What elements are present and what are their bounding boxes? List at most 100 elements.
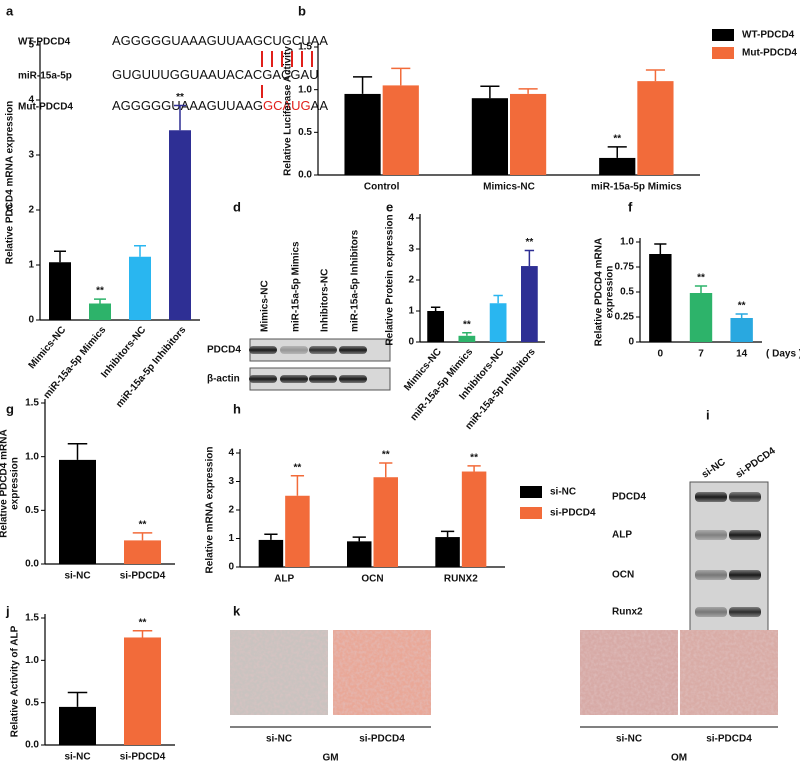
bar bbox=[124, 540, 161, 564]
y-tick-label: 0.5 bbox=[298, 127, 312, 138]
significance: ** bbox=[525, 237, 533, 248]
sequence-part: GUGUUUGGUAAUACACGACGAU bbox=[112, 67, 319, 82]
y-tick-label: 0.5 bbox=[620, 287, 634, 298]
y-axis-label: Relative PDCD4 mRNA bbox=[594, 238, 605, 346]
y-tick-label: 2 bbox=[228, 505, 234, 516]
error-bar bbox=[132, 629, 153, 638]
y-tick-label: 4 bbox=[28, 95, 34, 106]
legend-label: WT-PDCD4 bbox=[742, 30, 795, 41]
bar bbox=[169, 130, 191, 320]
pairing-lines bbox=[261, 51, 313, 98]
group-label: OM bbox=[671, 753, 687, 764]
bar bbox=[637, 81, 674, 175]
x-tick-label: si-NC bbox=[64, 571, 90, 582]
y-tick-label: 0.0 bbox=[25, 740, 39, 751]
panel-letter: d bbox=[233, 199, 241, 214]
legend-label: si-NC bbox=[550, 487, 576, 498]
blot-band bbox=[695, 530, 727, 540]
y-axis-label: Relative Activity of ALP bbox=[10, 625, 21, 737]
panel-letter: i bbox=[706, 407, 710, 422]
y-tick-label: 0 bbox=[628, 337, 634, 348]
panel-letter: e bbox=[386, 199, 393, 214]
y-tick-label: 0.0 bbox=[25, 559, 39, 570]
bar bbox=[49, 262, 71, 320]
y-tick-label: 2 bbox=[408, 275, 414, 286]
sequence-label: miR-15a-5p bbox=[18, 71, 72, 82]
row-label: PDCD4 bbox=[612, 492, 646, 503]
significance: ** bbox=[382, 450, 390, 461]
error-bar bbox=[430, 306, 441, 311]
sequence: AGGGGGUAAAGUUAAGCUGCUAA bbox=[112, 33, 328, 48]
row-label: β-actin bbox=[207, 374, 240, 385]
stain-texture bbox=[680, 630, 778, 715]
y-tick-label: 0 bbox=[408, 337, 414, 348]
images-k: k si-NC si-PDCD4 GM si-NC si-PDCD4 OM bbox=[230, 603, 778, 764]
y-tick-label: 3 bbox=[408, 244, 414, 255]
x-tick-label: 7 bbox=[698, 349, 704, 360]
x-axis-label: ( Days ) bbox=[766, 349, 800, 360]
blot-band bbox=[729, 530, 761, 540]
y-tick-label: 0.0 bbox=[298, 170, 312, 181]
bar bbox=[521, 266, 538, 342]
blot-band bbox=[729, 570, 761, 580]
y-tick-label: 1.0 bbox=[298, 84, 312, 95]
lane-label: Mimics-NC bbox=[260, 280, 271, 332]
legend-swatch bbox=[520, 507, 542, 519]
bar bbox=[382, 85, 419, 175]
x-tick-label: OCN bbox=[361, 574, 383, 585]
blot-band bbox=[280, 346, 308, 354]
y-tick-label: 3 bbox=[228, 476, 234, 487]
panel-letter: g bbox=[6, 401, 14, 416]
y-axis-label: expression bbox=[10, 457, 21, 510]
significance: ** bbox=[139, 520, 147, 531]
error-bar bbox=[54, 250, 66, 263]
legend-label: Mut-PDCD4 bbox=[742, 48, 797, 59]
bar bbox=[373, 477, 398, 567]
bar bbox=[59, 459, 96, 564]
x-tick-label: ALP bbox=[274, 574, 294, 585]
sequence-part: GCAUG bbox=[263, 98, 311, 113]
panel-letter: j bbox=[5, 603, 10, 618]
lane-label: Inhibitors-NC bbox=[320, 269, 331, 332]
blot-band bbox=[729, 607, 761, 617]
row-label: PDCD4 bbox=[207, 345, 241, 356]
error-bar bbox=[524, 249, 535, 267]
error-bar bbox=[174, 104, 186, 131]
blot-band bbox=[309, 375, 337, 383]
y-axis-label: Relative PDCD4 mRNA expression bbox=[5, 101, 16, 265]
y-tick-label: 0.75 bbox=[615, 262, 635, 273]
error-bar bbox=[467, 465, 481, 472]
significance: ** bbox=[294, 462, 302, 473]
bar bbox=[489, 303, 507, 342]
panel-letter: k bbox=[233, 603, 241, 618]
row-label: Runx2 bbox=[612, 607, 643, 618]
bar bbox=[258, 539, 284, 567]
x-tick-label: si-PDCD4 bbox=[120, 752, 166, 763]
significance: ** bbox=[738, 301, 746, 312]
bar bbox=[471, 98, 508, 175]
bar bbox=[124, 637, 161, 745]
significance: ** bbox=[470, 452, 478, 463]
blot-band bbox=[339, 375, 367, 383]
sequence-part: AGGGGGUAAAGUUAAG bbox=[112, 98, 263, 113]
y-tick-label: 0.5 bbox=[25, 697, 39, 708]
bar bbox=[599, 157, 636, 175]
sequence: AGGGGGUAAAGUUAAGGCAUGAA bbox=[112, 98, 328, 113]
significance: ** bbox=[176, 92, 184, 103]
panel-letter: a bbox=[6, 3, 14, 18]
image-label: si-PDCD4 bbox=[706, 734, 752, 745]
legend-swatch bbox=[712, 29, 734, 41]
image-label: si-NC bbox=[616, 734, 642, 745]
panel-letter: c bbox=[6, 199, 13, 214]
error-bar bbox=[440, 530, 455, 538]
legend-swatch bbox=[520, 486, 542, 498]
y-tick-label: 0.5 bbox=[25, 505, 39, 516]
significance: ** bbox=[613, 133, 621, 144]
x-tick-label: RUNX2 bbox=[444, 574, 478, 585]
significance: ** bbox=[139, 617, 147, 628]
bar bbox=[649, 254, 672, 342]
blot-band bbox=[309, 346, 337, 354]
error-bar bbox=[694, 285, 708, 293]
